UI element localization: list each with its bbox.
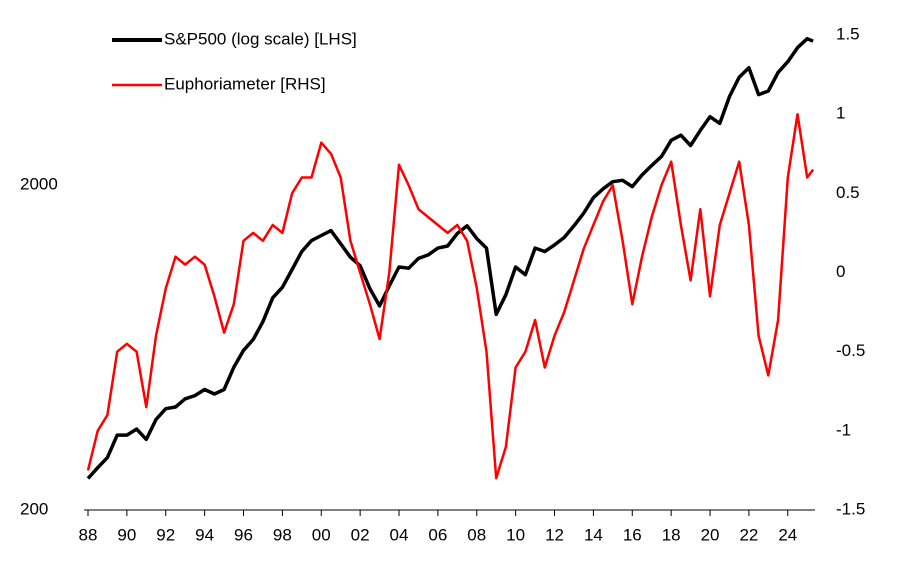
x-tick-label: 98: [273, 525, 292, 544]
y-tick-label: 200: [20, 499, 48, 518]
x-tick-label: 94: [195, 525, 214, 544]
x-tick-label: 08: [467, 525, 486, 544]
legend-label: Euphoriameter [RHS]: [164, 74, 326, 93]
x-tick-label: 88: [79, 525, 98, 544]
x-tick-label: 92: [156, 525, 175, 544]
x-tick-label: 20: [701, 525, 720, 544]
x-tick-label: 16: [623, 525, 642, 544]
x-tick-label: 14: [584, 525, 603, 544]
x-tick-label: 18: [662, 525, 681, 544]
series-line: [86, 36, 814, 480]
y2-tick-label: 1: [836, 104, 845, 123]
x-tick-label: 12: [545, 525, 564, 544]
x-tick-label: 96: [234, 525, 253, 544]
y2-tick-label: -1: [836, 420, 851, 439]
y2-tick-label: 0.5: [836, 183, 860, 202]
x-tick-label: 10: [506, 525, 525, 544]
y-tick-label: 2000: [20, 175, 58, 194]
x-tick-label: 04: [390, 525, 409, 544]
x-tick-label: 00: [312, 525, 331, 544]
y2-tick-label: -0.5: [836, 341, 865, 360]
y2-tick-label: 0: [836, 262, 845, 281]
y2-tick-label: 1.5: [836, 24, 860, 43]
legend-label: S&P500 (log scale) [LHS]: [164, 29, 357, 48]
series-line: [86, 112, 815, 480]
x-tick-label: 24: [778, 525, 797, 544]
x-tick-label: 02: [351, 525, 370, 544]
x-tick-label: 06: [428, 525, 447, 544]
y2-tick-label: -1.5: [836, 499, 865, 518]
x-tick-label: 90: [117, 525, 136, 544]
x-tick-label: 22: [739, 525, 758, 544]
